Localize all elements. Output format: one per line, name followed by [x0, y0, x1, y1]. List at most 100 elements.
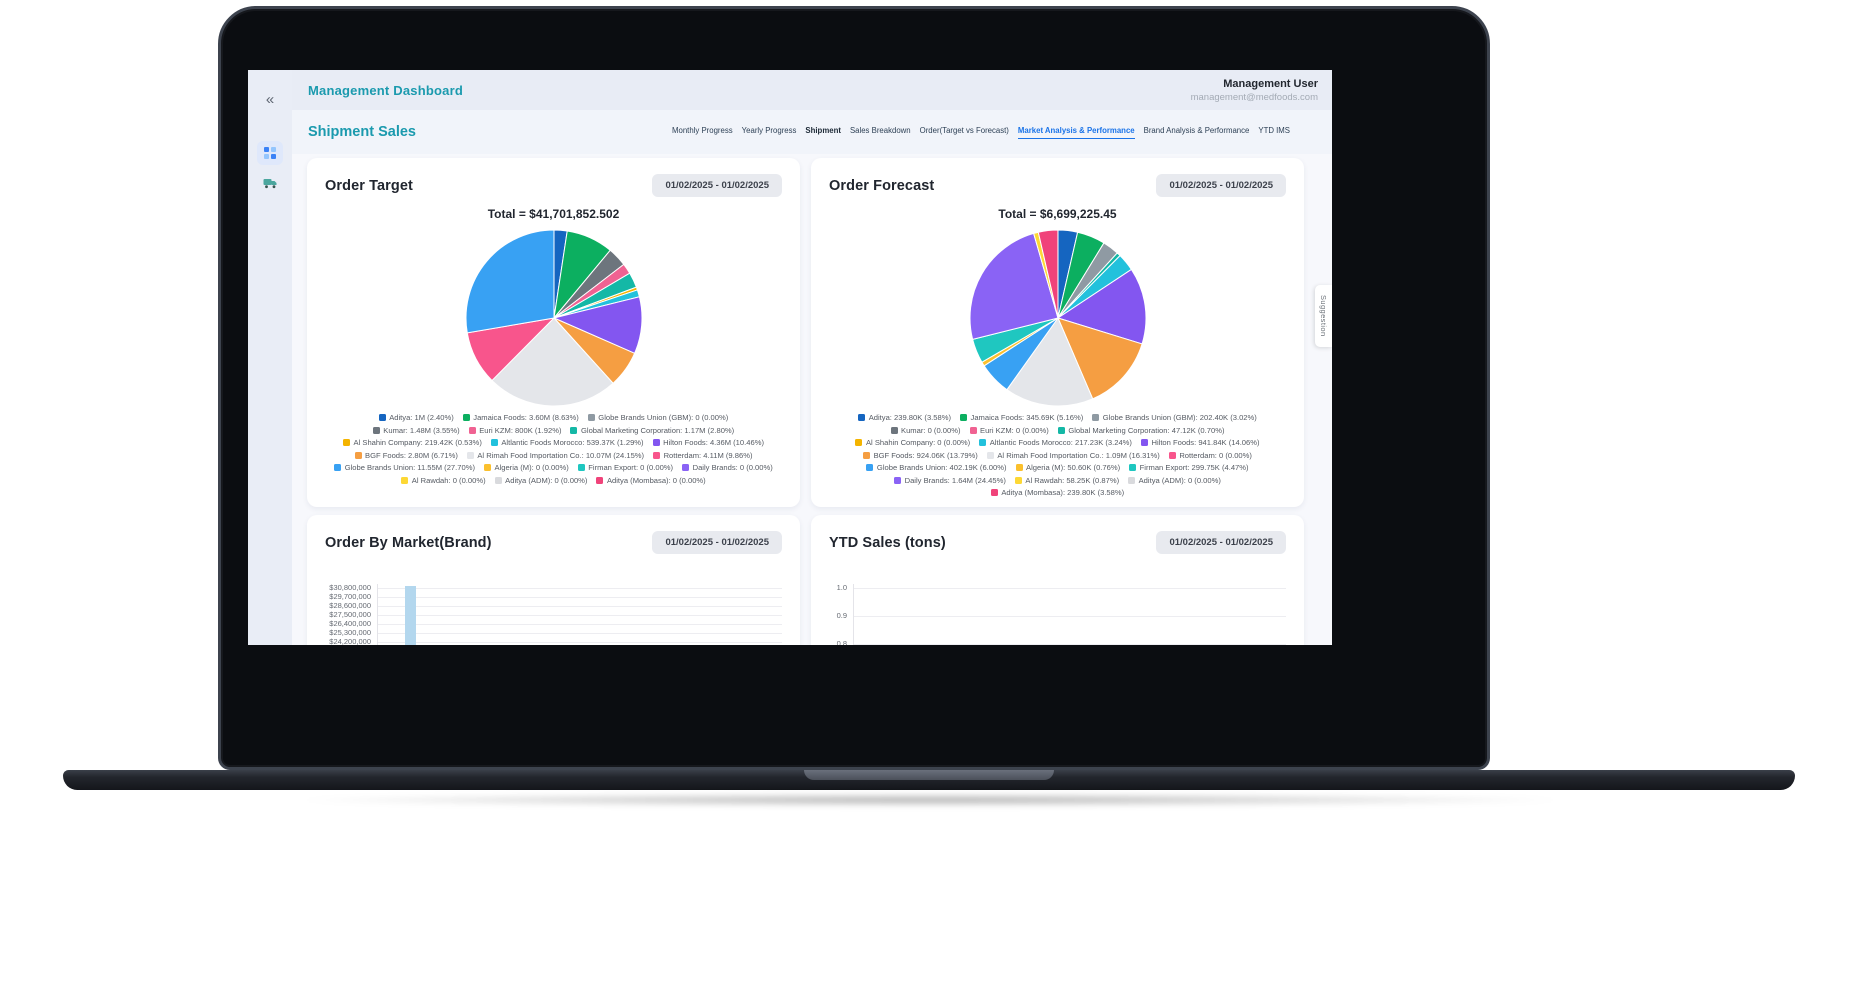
legend-label: Algeria (M): 0 (0.00%)	[494, 463, 569, 472]
tab-shipment[interactable]: Shipment	[805, 126, 841, 135]
legend-item-firman-export[interactable]: Firman Export: 299.75K (4.47%)	[1129, 463, 1249, 472]
pie-chart[interactable]	[307, 229, 800, 407]
legend-item-euri-kzm[interactable]: Euri KZM: 800K (1.92%)	[468, 426, 561, 435]
legend-item-firman-export[interactable]: Firman Export: 0 (0.00%)	[577, 463, 674, 472]
legend-swatch	[466, 451, 474, 459]
legend-item-jamaica-foods[interactable]: Jamaica Foods: 3.60M (8.63%)	[462, 413, 579, 422]
legend-item-rotterdam[interactable]: Rotterdam: 4.11M (9.86%)	[653, 451, 753, 460]
legend-item-jamaica-foods[interactable]: Jamaica Foods: 345.69K (5.16%)	[960, 413, 1083, 422]
legend-item-hilton-foods[interactable]: Hilton Foods: 941.84K (14.06%)	[1140, 438, 1260, 447]
legend-label: Firman Export: 299.75K (4.47%)	[1139, 463, 1249, 472]
tab-order-target-vs-forecast[interactable]: Order(Target vs Forecast)	[919, 126, 1009, 135]
legend-item-aditya-mombasa[interactable]: Aditya (Mombasa): 0 (0.00%)	[596, 475, 706, 485]
pie-total-label: Total = $41,701,852.502	[487, 207, 620, 221]
tab-monthly-progress[interactable]: Monthly Progress	[672, 126, 733, 135]
legend-item-globe-brands-union-gbm[interactable]: Globe Brands Union (GBM): 202.40K (3.02%…	[1092, 413, 1257, 422]
legend-item-altlantic-foods-morocco[interactable]: Altlantic Foods Morocco: 539.37K (1.29%)	[490, 438, 644, 447]
y-axis-tick: 1.0	[836, 583, 847, 592]
legend-item-aditya-adm[interactable]: Aditya (ADM): 0 (0.00%)	[1128, 476, 1221, 485]
legend-item-al-shahin-company[interactable]: Al Shahin Company: 219.42K (0.53%)	[343, 438, 482, 447]
tab-ytd-ims[interactable]: YTD IMS	[1258, 126, 1290, 135]
legend-label: Kumar: 0 (0.00%)	[901, 425, 961, 435]
pie-chart[interactable]	[811, 229, 1304, 407]
legend-item-euri-kzm[interactable]: Euri KZM: 0 (0.00%)	[969, 426, 1049, 435]
dashboard-grid-icon[interactable]	[257, 141, 283, 165]
tab-yearly-progress[interactable]: Yearly Progress	[741, 126, 797, 135]
legend-item-global-marketing-corporation[interactable]: Global Marketing Corporation: 1.17M (2.8…	[570, 426, 734, 435]
legend-label: Al Rimah Food Importation Co.: 1.09M (16…	[997, 450, 1160, 460]
shipment-truck-icon[interactable]	[257, 171, 283, 195]
legend-swatch	[483, 464, 491, 471]
legend-item-altlantic-foods-morocco[interactable]: Altlantic Foods Morocco: 217.23K (3.24%)	[979, 438, 1132, 447]
main-content: Order Target 01/02/2025 - 01/02/2025 Tot…	[292, 154, 1332, 645]
legend-label: Aditya: 1M (2.40%)	[389, 413, 454, 422]
bar-chart: $30,800,000 $29,700,000 $28,600,000 $27,500…	[325, 584, 782, 645]
legend-item-al-rimah-food-importation-co[interactable]: Al Rimah Food Importation Co.: 1.09M (16…	[986, 450, 1160, 460]
pie-total-label: Total = $6,699,225.45	[998, 207, 1117, 221]
legend-item-algeria-m[interactable]: Algeria (M): 50.60K (0.76%)	[1015, 463, 1120, 472]
legend-swatch	[986, 451, 994, 459]
date-range-badge[interactable]: 01/02/2025 - 01/02/2025	[1156, 174, 1286, 197]
legend-item-al-rawdah[interactable]: Al Rawdah: 0 (0.00%)	[401, 476, 486, 485]
date-range-badge[interactable]: 01/02/2025 - 01/02/2025	[1156, 531, 1286, 554]
legend-item-aditya[interactable]: Aditya: 239.80K (3.58%)	[858, 413, 951, 422]
legend-item-algeria-m[interactable]: Algeria (M): 0 (0.00%)	[483, 463, 569, 472]
date-range-badge[interactable]: 01/02/2025 - 01/02/2025	[652, 531, 782, 554]
legend-label: BGF Foods: 2.80M (6.71%)	[365, 450, 458, 460]
tab-brand-analysis-performance[interactable]: Brand Analysis & Performance	[1143, 126, 1250, 135]
legend-swatch	[462, 414, 470, 421]
legend-label: Aditya (ADM): 0 (0.00%)	[1138, 475, 1221, 485]
legend-swatch	[990, 489, 998, 496]
legend-swatch	[682, 464, 690, 471]
legend-label: Hilton Foods: 4.36M (10.46%)	[663, 438, 764, 447]
card-title: YTD Sales (tons)	[829, 534, 946, 551]
laptop-base	[63, 770, 1795, 790]
gridline	[377, 633, 782, 634]
card-title: Order By Market(Brand)	[325, 534, 492, 551]
legend-swatch	[1128, 476, 1136, 484]
legend-item-rotterdam[interactable]: Rotterdam: 0 (0.00%)	[1168, 451, 1252, 460]
legend-swatch	[1129, 464, 1137, 471]
legend-item-aditya-adm[interactable]: Aditya (ADM): 0 (0.00%)	[494, 476, 587, 485]
legend-item-globe-brands-union[interactable]: Globe Brands Union: 11.55M (27.70%)	[334, 463, 475, 472]
legend-item-globe-brands-union[interactable]: Globe Brands Union: 402.19K (6.00%)	[866, 463, 1007, 472]
gridline	[377, 597, 782, 598]
legend-item-aditya[interactable]: Aditya: 1M (2.40%)	[378, 413, 454, 422]
gridline	[853, 588, 1286, 589]
y-axis-tick: $29,700,000	[329, 592, 371, 601]
legend-item-daily-brands[interactable]: Daily Brands: 1.64M (24.45%)	[894, 476, 1006, 485]
legend-item-al-rawdah[interactable]: Al Rawdah: 58.25K (0.87%)	[1014, 476, 1119, 485]
legend-label: Globe Brands Union: 402.19K (6.00%)	[876, 463, 1007, 472]
legend-item-hilton-foods[interactable]: Hilton Foods: 4.36M (10.46%)	[652, 438, 764, 447]
legend-item-al-rimah-food-importation-co[interactable]: Al Rimah Food Importation Co.: 10.07M (2…	[466, 450, 645, 460]
sidebar-collapse-button[interactable]: «	[265, 91, 275, 108]
user-menu[interactable]: Management User management@medfoods.com	[1191, 78, 1318, 103]
legend-item-bgf-foods[interactable]: BGF Foods: 924.06K (13.79%)	[863, 451, 978, 460]
legend-label: Aditya (Mombasa): 0 (0.00%)	[606, 475, 706, 485]
legend-swatch	[969, 426, 977, 434]
legend-item-al-shahin-company[interactable]: Al Shahin Company: 0 (0.00%)	[855, 438, 970, 447]
date-range-badge[interactable]: 01/02/2025 - 01/02/2025	[652, 174, 782, 197]
order-target-card: Order Target 01/02/2025 - 01/02/2025 Tot…	[307, 158, 800, 507]
legend-label: Global Marketing Corporation: 1.17M (2.8…	[580, 425, 735, 435]
legend-label: Altlantic Foods Morocco: 539.37K (1.29%)	[501, 438, 644, 447]
card-title: Order Forecast	[829, 177, 935, 194]
legend-item-global-marketing-corporation[interactable]: Global Marketing Corporation: 47.12K (0.…	[1057, 426, 1225, 435]
tab-sales-breakdown[interactable]: Sales Breakdown	[849, 126, 911, 135]
legend-item-kumar[interactable]: Kumar: 0 (0.00%)	[890, 425, 961, 435]
legend-item-bgf-foods[interactable]: BGF Foods: 2.80M (6.71%)	[354, 450, 458, 460]
legend-label: Daily Brands: 0 (0.00%)	[692, 463, 773, 472]
tab-market-analysis-performance[interactable]: Market Analysis & Performance	[1017, 126, 1135, 139]
legend-swatch	[334, 464, 342, 471]
legend-item-globe-brands-union-gbm[interactable]: Globe Brands Union (GBM): 0 (0.00%)	[587, 413, 728, 422]
suggestion-tab[interactable]: Suggestion	[1315, 285, 1332, 347]
legend-label: Al Rimah Food Importation Co.: 10.07M (2…	[477, 450, 645, 460]
legend-item-kumar[interactable]: Kumar: 1.48M (3.55%)	[372, 426, 460, 435]
gridline	[377, 606, 782, 607]
legend-item-daily-brands[interactable]: Daily Brands: 0 (0.00%)	[682, 463, 773, 472]
legend-label: Firman Export: 0 (0.00%)	[588, 463, 674, 472]
legend-label: Globe Brands Union: 11.55M (27.70%)	[344, 463, 475, 472]
legend-item-aditya-mombasa[interactable]: Aditya (Mombasa): 239.80K (3.58%)	[990, 488, 1124, 497]
y-axis-tick: $26,400,000	[329, 619, 371, 628]
y-axis-tick: $24,200,000	[329, 637, 371, 646]
